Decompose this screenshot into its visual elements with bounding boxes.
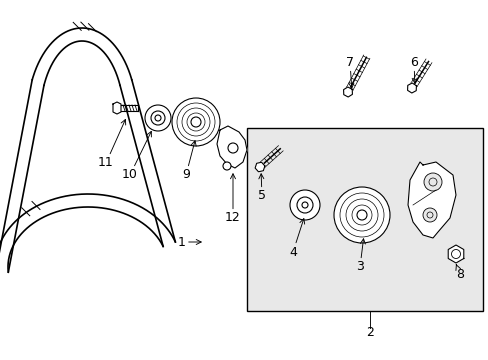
Circle shape xyxy=(227,143,238,153)
Circle shape xyxy=(172,98,220,146)
Circle shape xyxy=(422,208,436,222)
Circle shape xyxy=(428,178,436,186)
Text: 5: 5 xyxy=(258,174,265,202)
Text: 6: 6 xyxy=(409,55,417,83)
Polygon shape xyxy=(255,162,264,172)
Circle shape xyxy=(177,103,215,141)
Circle shape xyxy=(289,190,319,220)
Circle shape xyxy=(351,205,371,225)
Circle shape xyxy=(333,187,389,243)
Text: 3: 3 xyxy=(355,239,365,274)
Circle shape xyxy=(186,113,204,131)
Polygon shape xyxy=(113,102,121,114)
Text: 11: 11 xyxy=(98,120,125,170)
Circle shape xyxy=(182,108,209,136)
Circle shape xyxy=(426,212,432,218)
Circle shape xyxy=(151,111,164,125)
Bar xyxy=(246,128,482,311)
Circle shape xyxy=(450,249,460,258)
Circle shape xyxy=(423,173,441,191)
Polygon shape xyxy=(407,162,455,238)
Circle shape xyxy=(223,162,230,170)
Text: 7: 7 xyxy=(346,55,353,88)
Text: 10: 10 xyxy=(122,131,151,181)
Polygon shape xyxy=(447,245,463,263)
Circle shape xyxy=(346,199,377,231)
Circle shape xyxy=(191,117,201,127)
Text: 1: 1 xyxy=(178,235,201,248)
Polygon shape xyxy=(217,126,246,168)
Polygon shape xyxy=(343,87,352,97)
Circle shape xyxy=(339,193,383,237)
Text: 9: 9 xyxy=(182,141,196,181)
Polygon shape xyxy=(407,83,416,93)
Text: 4: 4 xyxy=(288,219,304,258)
Circle shape xyxy=(155,115,161,121)
Text: 2: 2 xyxy=(366,327,373,339)
Circle shape xyxy=(356,210,366,220)
Circle shape xyxy=(145,105,171,131)
Text: 8: 8 xyxy=(455,265,463,280)
Circle shape xyxy=(302,202,307,208)
Text: 12: 12 xyxy=(224,174,241,225)
Circle shape xyxy=(296,197,312,213)
